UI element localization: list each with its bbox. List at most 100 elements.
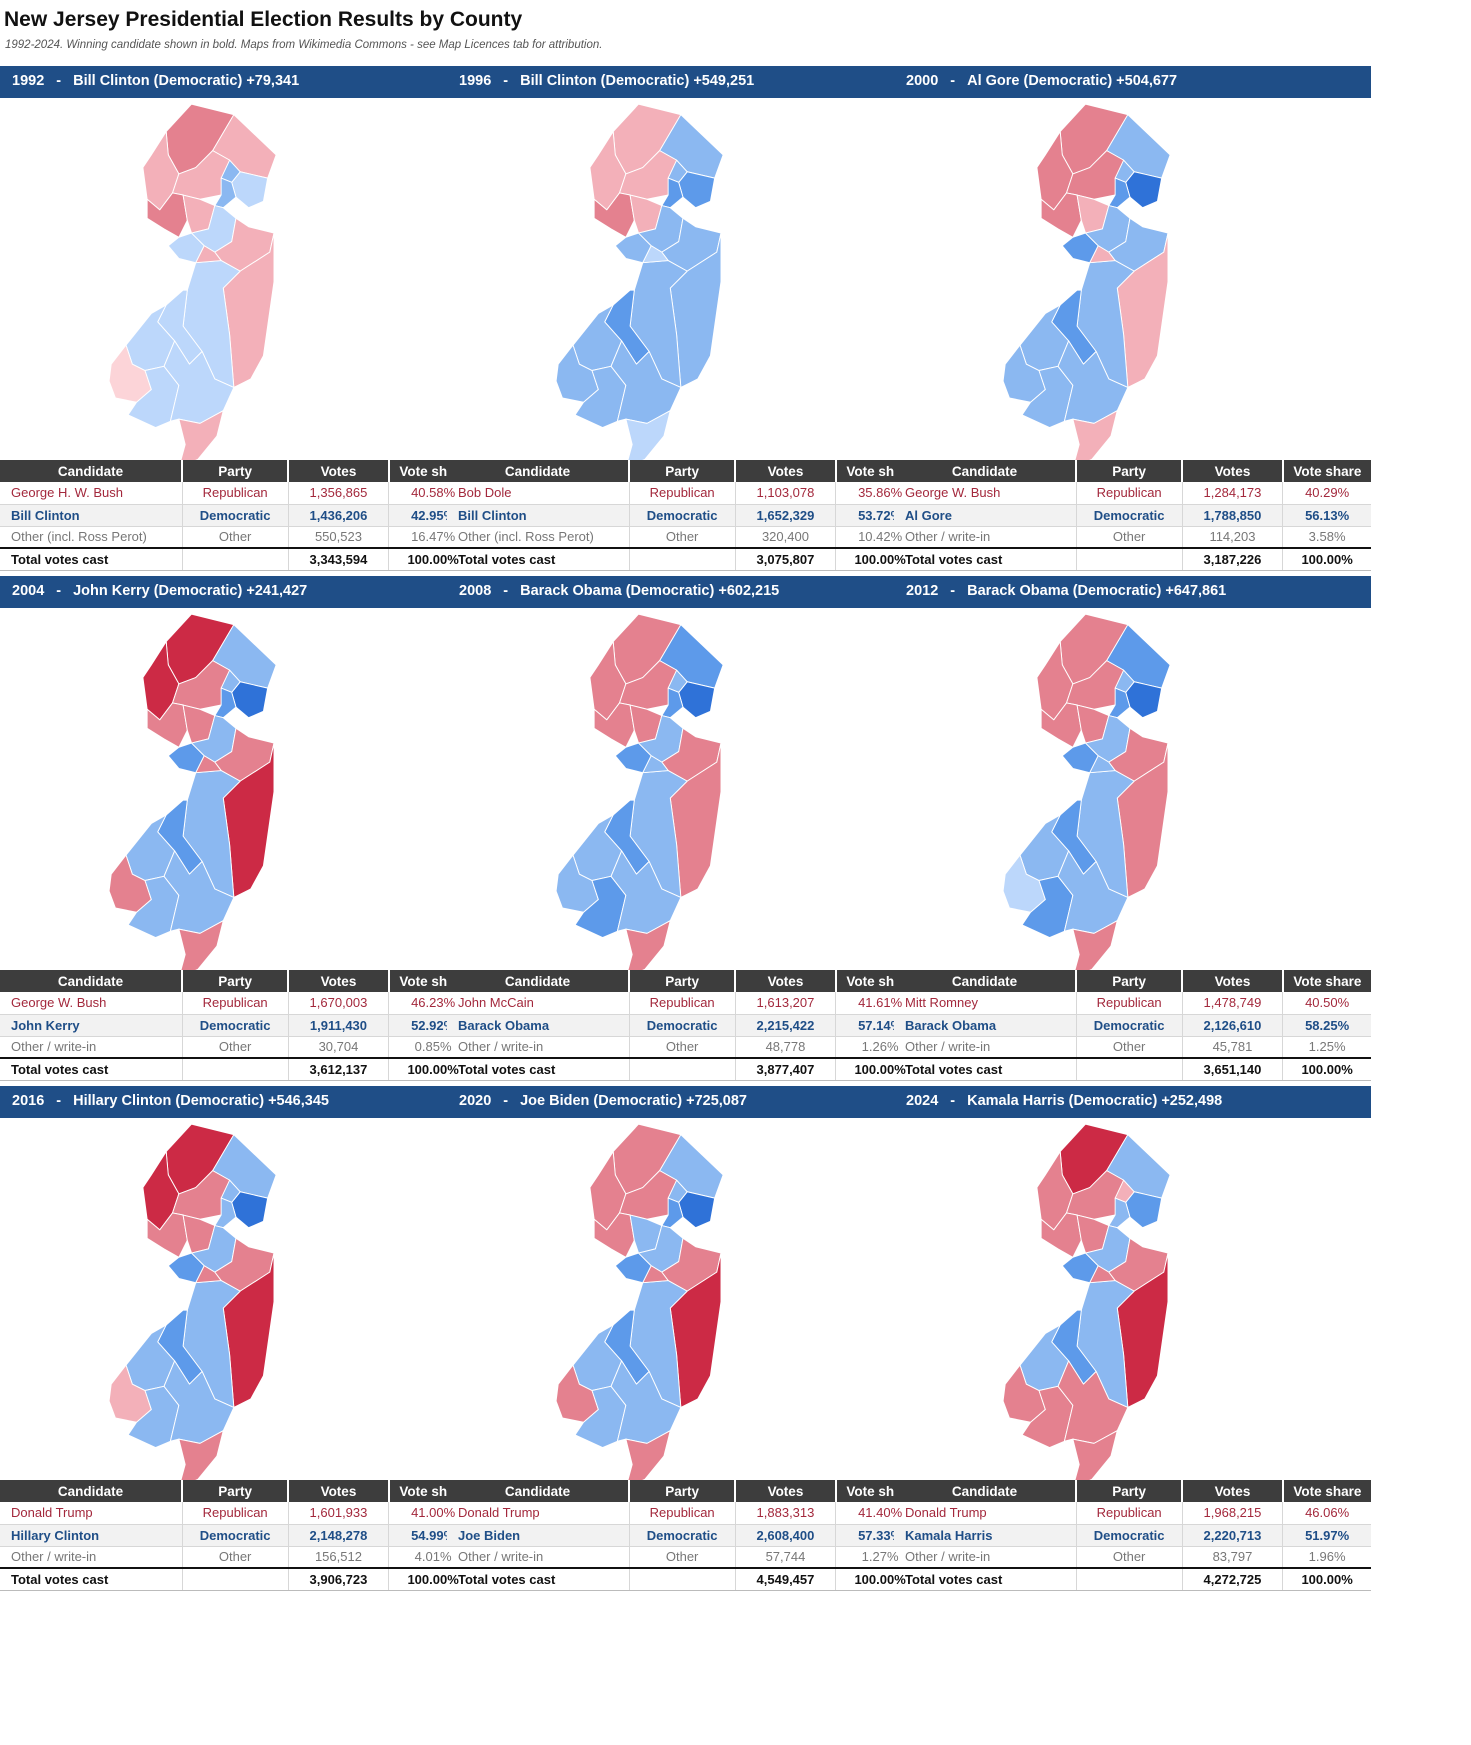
- header-candidate: Candidate: [0, 1480, 184, 1502]
- party-name: Democratic: [182, 504, 289, 527]
- candidate-name: Barack Obama: [447, 1014, 630, 1037]
- panel-headline: Hillary Clinton (Democratic) +546,345: [73, 1093, 329, 1109]
- vote-count: 2,220,713: [1182, 1524, 1284, 1547]
- candidate-name: Donald Trump: [0, 1502, 183, 1525]
- candidate-name: Bob Dole: [447, 482, 630, 505]
- header-party: Party: [182, 460, 290, 482]
- county-atlantic: [1057, 340, 1129, 424]
- results-table: Candidate Party Votes Vote share Donald …: [0, 1480, 477, 1591]
- other-row: Other (incl. Ross Perot) Other 320,400 10.4…: [447, 526, 924, 549]
- party-name: Republican: [182, 992, 289, 1015]
- vote-count: 1,601,933: [288, 1502, 390, 1525]
- results-table: Candidate Party Votes Vote share George …: [0, 970, 477, 1081]
- vote-count: 2,148,278: [288, 1524, 390, 1547]
- county-hudson: [678, 171, 716, 209]
- party-name: Democratic: [629, 1014, 736, 1037]
- candidate-name: Other / write-in: [447, 1546, 630, 1569]
- county-capemay: [1072, 920, 1118, 979]
- total-votes: 3,343,594: [288, 547, 390, 571]
- other-row: Other / write-in Other 114,203 3.58%: [894, 526, 1371, 549]
- county-atlantic: [610, 340, 682, 424]
- county-map: [537, 1122, 757, 1492]
- total-party: [182, 1057, 289, 1081]
- candidate-name: Other (incl. Ross Perot): [0, 526, 183, 549]
- candidate-name: Al Gore: [894, 504, 1077, 527]
- banner-separator: -: [503, 583, 509, 599]
- republican-row: Donald Trump Republican 1,883,313 41.40%: [447, 1502, 924, 1525]
- results-table: Candidate Party Votes Vote share Bob Dol…: [447, 460, 924, 571]
- vote-count: 45,781: [1182, 1036, 1284, 1059]
- total-label: Total votes cast: [447, 1057, 630, 1081]
- results-header-row: Candidate Party Votes Vote share: [894, 460, 1371, 482]
- header-candidate: Candidate: [894, 1480, 1078, 1502]
- counties: [1002, 103, 1171, 469]
- counties: [1002, 1123, 1171, 1489]
- democratic-row: Bill Clinton Democratic 1,652,329 53.72%: [447, 504, 924, 527]
- vote-count: 1,436,206: [288, 504, 390, 527]
- banner-underline: [894, 606, 1371, 608]
- party-name: Democratic: [629, 1524, 736, 1547]
- counties: [108, 103, 277, 469]
- candidate-name: Other / write-in: [0, 1546, 183, 1569]
- vote-share: 46.06%: [1282, 1502, 1371, 1525]
- county-hudson: [1125, 1191, 1163, 1229]
- party-name: Republican: [1076, 482, 1183, 505]
- county-hudson: [231, 171, 269, 209]
- total-row: Total votes cast 3,187,226 100.00%: [894, 547, 1371, 571]
- total-row: Total votes cast 3,906,723 100.00%: [0, 1567, 477, 1591]
- other-row: Other / write-in Other 48,778 1.26%: [447, 1036, 924, 1059]
- banner-underline: [894, 1116, 1371, 1118]
- header-votes: Votes: [735, 460, 837, 482]
- header-share: Vote share: [1282, 970, 1371, 992]
- header-votes: Votes: [1182, 460, 1284, 482]
- banner-separator: -: [950, 1093, 956, 1109]
- county-map: [984, 1122, 1204, 1492]
- header-votes: Votes: [1182, 1480, 1284, 1502]
- vote-count: 1,883,313: [735, 1502, 837, 1525]
- total-votes: 3,187,226: [1182, 547, 1284, 571]
- banner-underline: [894, 96, 1371, 98]
- panel-banner: 2020- Joe Biden (Democratic) +725,087: [447, 1086, 924, 1116]
- election-panel: 2020- Joe Biden (Democratic) +725,087: [447, 1086, 924, 1646]
- panel-banner: 2008- Barack Obama (Democratic) +602,215: [447, 576, 924, 606]
- vote-count: 2,215,422: [735, 1014, 837, 1037]
- county-atlantic: [610, 850, 682, 934]
- banner-underline: [447, 606, 924, 608]
- panel-headline: Al Gore (Democratic) +504,677: [967, 73, 1178, 89]
- county-map: [90, 102, 310, 472]
- county-coast: [195, 755, 222, 774]
- header-candidate: Candidate: [0, 970, 184, 992]
- party-name: Republican: [629, 482, 736, 505]
- total-row: Total votes cast 3,343,594 100.00%: [0, 547, 477, 571]
- county-hudson: [1125, 681, 1163, 719]
- panel-year: 2012: [906, 583, 939, 599]
- header-party: Party: [1076, 460, 1184, 482]
- panel-year: 2004: [12, 583, 45, 599]
- county-capemay: [625, 410, 671, 469]
- total-party: [1076, 1567, 1183, 1591]
- republican-row: Donald Trump Republican 1,601,933 41.00%: [0, 1502, 477, 1525]
- total-label: Total votes cast: [894, 1057, 1077, 1081]
- party-name: Democratic: [1076, 504, 1183, 527]
- results-header-row: Candidate Party Votes Vote share: [447, 970, 924, 992]
- democratic-row: Kamala Harris Democratic 2,220,713 51.97%: [894, 1524, 1371, 1547]
- banner-separator: -: [950, 583, 956, 599]
- header-candidate: Candidate: [447, 970, 631, 992]
- total-party: [1076, 547, 1183, 571]
- total-label: Total votes cast: [0, 1057, 183, 1081]
- election-panel: 2024- Kamala Harris (Democratic) +252,498: [894, 1086, 1371, 1646]
- party-name: Other: [1076, 526, 1183, 549]
- vote-count: 57,744: [735, 1546, 837, 1569]
- panel-headline: John Kerry (Democratic) +241,427: [73, 583, 308, 599]
- county-map: [537, 102, 757, 472]
- county-map-svg: [1002, 1123, 1171, 1489]
- democratic-row: Al Gore Democratic 1,788,850 56.13%: [894, 504, 1371, 527]
- header-candidate: Candidate: [0, 460, 184, 482]
- county-map-svg: [555, 103, 724, 469]
- republican-row: Mitt Romney Republican 1,478,749 40.50%: [894, 992, 1371, 1015]
- panel-headline: Barack Obama (Democratic) +647,861: [967, 583, 1227, 599]
- county-map: [537, 612, 757, 982]
- vote-share: 40.29%: [1282, 482, 1371, 505]
- county-coast: [195, 245, 222, 264]
- header-share: Vote share: [1282, 460, 1371, 482]
